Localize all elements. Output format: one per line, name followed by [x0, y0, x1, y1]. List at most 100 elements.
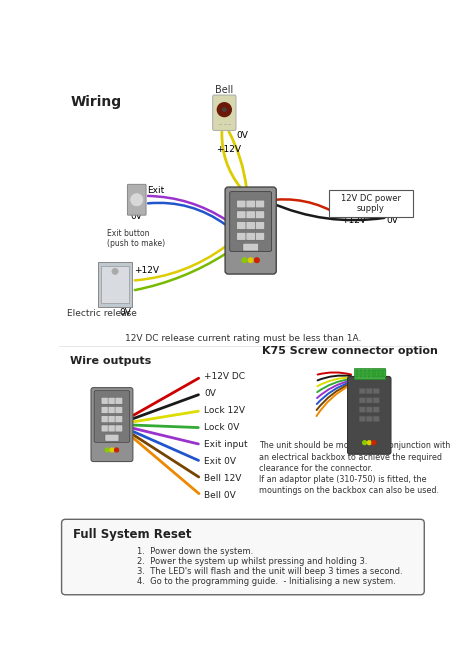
FancyBboxPatch shape: [366, 389, 373, 394]
Bar: [329, 190, 413, 218]
FancyBboxPatch shape: [359, 416, 365, 421]
Bar: [360, 370, 362, 377]
FancyBboxPatch shape: [246, 200, 255, 208]
Text: 4.  Go to the programming guide.  - Initialising a new system.: 4. Go to the programming guide. - Initia…: [137, 577, 395, 586]
Text: K75 Screw connector option: K75 Screw connector option: [262, 346, 438, 356]
Bar: [224, 123, 227, 125]
FancyBboxPatch shape: [108, 407, 116, 413]
Circle shape: [115, 448, 118, 452]
Text: 3.  The LED's will flash and the unit will beep 3 times a second.: 3. The LED's will flash and the unit wil…: [137, 567, 402, 576]
FancyBboxPatch shape: [359, 407, 365, 412]
Text: Exit button
(push to make): Exit button (push to make): [107, 229, 165, 249]
FancyBboxPatch shape: [115, 425, 123, 432]
FancyBboxPatch shape: [101, 407, 109, 413]
Text: Exit 0V: Exit 0V: [204, 457, 236, 466]
FancyBboxPatch shape: [243, 243, 258, 251]
FancyBboxPatch shape: [373, 397, 379, 403]
FancyBboxPatch shape: [255, 222, 264, 229]
Text: 1.  Power down the system.: 1. Power down the system.: [137, 547, 253, 556]
FancyBboxPatch shape: [62, 519, 424, 595]
Circle shape: [372, 441, 376, 445]
Bar: [356, 370, 358, 377]
Text: 12V DC power
supply: 12V DC power supply: [341, 194, 401, 213]
Circle shape: [367, 441, 371, 445]
FancyBboxPatch shape: [347, 377, 391, 454]
Text: If an adaptor plate (310-750) is fitted, the
mountings on the backbox can also b: If an adaptor plate (310-750) is fitted,…: [259, 474, 439, 495]
FancyBboxPatch shape: [255, 200, 264, 208]
Bar: [98, 262, 133, 307]
Circle shape: [248, 258, 253, 263]
FancyBboxPatch shape: [115, 407, 123, 413]
FancyBboxPatch shape: [101, 397, 109, 404]
FancyBboxPatch shape: [373, 389, 379, 394]
FancyBboxPatch shape: [359, 397, 365, 403]
Text: The unit should be mounted in conjunction with
an electrical backbox to achieve : The unit should be mounted in conjunctio…: [259, 441, 450, 474]
Bar: [228, 123, 231, 125]
Bar: [354, 368, 385, 379]
FancyBboxPatch shape: [108, 397, 116, 404]
Circle shape: [363, 441, 366, 445]
Bar: [372, 370, 374, 377]
FancyBboxPatch shape: [237, 211, 246, 218]
Text: Lock 12V: Lock 12V: [204, 406, 245, 415]
FancyBboxPatch shape: [108, 415, 116, 423]
Circle shape: [112, 268, 118, 275]
Text: 0V: 0V: [386, 216, 398, 225]
Circle shape: [110, 448, 114, 452]
FancyBboxPatch shape: [101, 415, 109, 423]
Text: Full System Reset: Full System Reset: [73, 528, 191, 541]
Text: Bell: Bell: [215, 84, 234, 94]
FancyBboxPatch shape: [237, 200, 246, 208]
Bar: [364, 370, 366, 377]
FancyBboxPatch shape: [246, 222, 255, 229]
FancyBboxPatch shape: [366, 416, 373, 421]
FancyBboxPatch shape: [255, 232, 264, 240]
Text: Electric release: Electric release: [67, 310, 137, 318]
Circle shape: [218, 103, 231, 117]
Text: Lock 0V: Lock 0V: [204, 423, 239, 432]
FancyBboxPatch shape: [359, 389, 365, 394]
Circle shape: [255, 258, 259, 263]
Text: +12V: +12V: [134, 266, 159, 275]
FancyBboxPatch shape: [105, 434, 119, 441]
FancyBboxPatch shape: [246, 211, 255, 218]
Text: 0V: 0V: [130, 212, 142, 221]
Circle shape: [130, 194, 143, 206]
Text: 0V: 0V: [204, 389, 216, 398]
Text: 0V: 0V: [237, 131, 248, 140]
Text: Bell 12V: Bell 12V: [204, 474, 242, 483]
Circle shape: [105, 448, 109, 452]
Bar: [100, 266, 129, 303]
Circle shape: [223, 108, 226, 111]
Circle shape: [242, 258, 247, 263]
Text: Bell 0V: Bell 0V: [204, 491, 236, 500]
FancyBboxPatch shape: [108, 425, 116, 432]
Text: +12V: +12V: [341, 216, 366, 225]
FancyBboxPatch shape: [255, 211, 264, 218]
Text: Exit: Exit: [147, 186, 165, 195]
Text: Exit input: Exit input: [204, 440, 248, 449]
Text: +12V DC: +12V DC: [204, 373, 245, 381]
Text: 0V: 0V: [119, 308, 131, 317]
Bar: [379, 370, 382, 377]
Text: 2.  Power the system up whilst pressing and holding 3.: 2. Power the system up whilst pressing a…: [137, 557, 367, 566]
FancyBboxPatch shape: [128, 184, 146, 215]
FancyBboxPatch shape: [225, 187, 276, 274]
Bar: [368, 370, 370, 377]
FancyBboxPatch shape: [91, 388, 133, 462]
FancyBboxPatch shape: [237, 232, 246, 240]
Text: 12V DC release current rating must be less than 1A.: 12V DC release current rating must be le…: [125, 334, 361, 343]
Bar: [219, 123, 222, 125]
FancyBboxPatch shape: [373, 416, 379, 421]
FancyBboxPatch shape: [94, 391, 130, 442]
FancyBboxPatch shape: [366, 407, 373, 412]
FancyBboxPatch shape: [366, 397, 373, 403]
FancyBboxPatch shape: [213, 95, 236, 131]
Bar: [375, 370, 378, 377]
Text: Wire outputs: Wire outputs: [70, 356, 151, 366]
FancyBboxPatch shape: [237, 222, 246, 229]
Text: +12V: +12V: [217, 145, 242, 154]
FancyBboxPatch shape: [115, 415, 123, 423]
Text: Wiring: Wiring: [70, 95, 121, 109]
FancyBboxPatch shape: [230, 192, 272, 251]
